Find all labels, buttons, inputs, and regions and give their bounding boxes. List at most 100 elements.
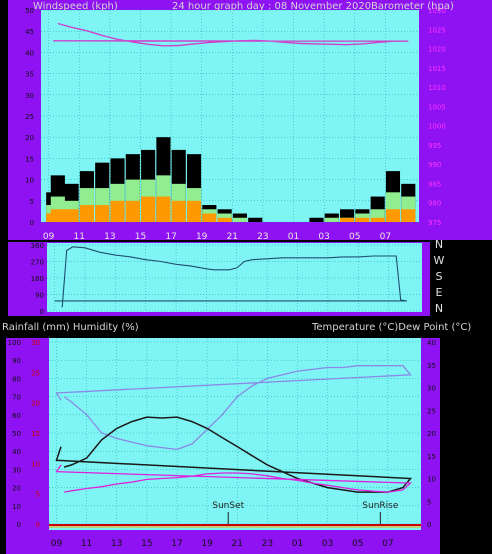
- sun-annotations: SunSet SunRise: [212, 501, 399, 524]
- temp-dewpoint-label: Temperature (°C)Dew Point (°C): [311, 322, 471, 333]
- wind-bars: [46, 137, 416, 222]
- direction-y-tick: 270: [31, 259, 44, 267]
- speed_low-bar: [46, 213, 61, 222]
- temperature-y-tick: 20: [427, 430, 436, 438]
- wind-y-tick: 5: [30, 198, 34, 206]
- barometer-y-tick: 985: [428, 180, 441, 188]
- humidity-y-tick: 0: [17, 521, 21, 529]
- barometer-label: Barometer (hpa): [371, 1, 454, 12]
- temp-lines: [55, 365, 413, 493]
- temp-x-tick: 21: [232, 539, 243, 549]
- barometer-y-tick: 1005: [428, 103, 446, 111]
- temp-x-tick: 19: [201, 539, 213, 549]
- humidity-y-tick: 50: [12, 430, 21, 438]
- temperature-y-tick: 0: [427, 521, 431, 529]
- wind-x-tick: 09: [43, 232, 55, 242]
- compass-letter: N: [435, 238, 443, 251]
- wind-x-tick: 01: [288, 232, 299, 242]
- humidity-line: [55, 365, 412, 451]
- speed_low-bar: [202, 213, 217, 222]
- temperature-y-tick: 40: [427, 339, 436, 347]
- barometer-y-tick: 1030: [428, 7, 446, 15]
- barometer-y-tick: 1020: [428, 46, 446, 54]
- speed_low-bar: [385, 209, 401, 222]
- wind-direction-line: [54, 246, 407, 308]
- gust-bar: [248, 217, 263, 222]
- wind-x-tick: 03: [318, 232, 329, 242]
- rainfall-y-tick: 10: [31, 460, 40, 468]
- humidity-y-tick: 80: [12, 375, 21, 383]
- direction-y-tick: 0: [40, 308, 44, 316]
- barometer-line: [53, 22, 409, 47]
- compass-letter: E: [436, 286, 443, 299]
- humidity-y-tick: 90: [12, 357, 21, 365]
- speed_low-bar: [340, 217, 355, 222]
- compass-letter: S: [436, 270, 443, 283]
- wind-panel-left-edge: [0, 0, 8, 240]
- temperature-y-tick: 5: [427, 498, 431, 506]
- barometer-y-tick: 1010: [428, 84, 446, 92]
- rainfall-y-tick: 25: [31, 369, 40, 377]
- wind-y-tick: 20: [25, 134, 34, 142]
- speed_low-bar: [95, 205, 110, 222]
- humidity-y-tick: 10: [12, 503, 21, 511]
- humidity-y-tick: 60: [12, 412, 21, 420]
- direction-y-tick: 180: [31, 275, 44, 283]
- wind-y-tick: 25: [25, 113, 34, 121]
- gust-bar: [309, 217, 324, 222]
- sun-annotation: SunRise: [362, 501, 399, 511]
- barometer-y-ticks: 975 980 985 990 995 1000 1005 1010 1015 1020 1025 1…: [428, 7, 446, 227]
- barometer-y-tick: 990: [428, 161, 441, 169]
- temp-x-tick: 09: [51, 539, 63, 549]
- wind-x-ticks: 11 13 15 17 19 21 23 01 03 05 07 09: [43, 232, 391, 242]
- wind-y-tick: 30: [25, 92, 34, 100]
- direction-y-tick: 90: [35, 292, 44, 300]
- wind-x-tick: 15: [135, 232, 146, 242]
- direction-grid: [47, 243, 422, 312]
- wind-x-tick: 17: [165, 232, 176, 242]
- speed_low-bar: [370, 217, 385, 222]
- humidity-y-ticks: 0 10 20 30 40 50 60 70 80 90 100: [8, 339, 21, 529]
- rainfall-y-ticks: 0 5 10 15 20 25 30: [31, 339, 40, 529]
- direction-y-ticks: 0 90 180 270 360: [31, 242, 44, 316]
- barometer-y-tick: 1000: [428, 123, 446, 131]
- rainfall-y-tick: 5: [36, 491, 40, 499]
- dew_point-line: [55, 464, 413, 493]
- barometer-y-tick: 980: [428, 200, 441, 208]
- temp-x-tick: 07: [382, 539, 393, 549]
- rainfall-y-tick: 30: [31, 339, 40, 347]
- wind-x-tick: 13: [104, 232, 115, 242]
- wind-x-tick: 05: [349, 232, 360, 242]
- wind-y-tick: 40: [25, 49, 34, 57]
- temp-plot-area: [49, 338, 421, 530]
- compass-letter: W: [434, 254, 445, 267]
- wind-y-tick: 50: [25, 7, 34, 15]
- temp-x-tick: 23: [262, 539, 273, 549]
- wind-x-tick: 07: [380, 232, 391, 242]
- wind-x-tick: 21: [227, 232, 238, 242]
- temp-x-tick: 13: [111, 539, 122, 549]
- wind-x-tick: 19: [196, 232, 208, 242]
- temp-x-tick: 11: [81, 539, 92, 549]
- speed_low-bar: [125, 200, 140, 222]
- temperature-y-tick: 15: [427, 453, 436, 461]
- temp-x-tick: 15: [141, 539, 152, 549]
- humidity-y-tick: 20: [12, 485, 21, 493]
- wind-y-tick: 0: [30, 219, 34, 227]
- rainfall-y-tick: 0: [36, 521, 40, 529]
- humidity-y-tick: 40: [12, 448, 21, 456]
- temperature-y-tick: 35: [427, 362, 436, 370]
- rainfall-y-tick: 20: [31, 400, 40, 408]
- compass-letter: N: [435, 302, 443, 315]
- barometer-y-tick: 995: [428, 142, 441, 150]
- wind-y-ticks: 0 5 10 15 20 25 30 35 40 45 50: [25, 7, 34, 227]
- humidity-y-tick: 70: [12, 394, 21, 402]
- temperature-y-tick: 30: [427, 385, 436, 393]
- wind-x-tick: 11: [74, 232, 85, 242]
- wind-y-tick: 45: [25, 28, 34, 36]
- direction-y-tick: 360: [31, 242, 44, 250]
- speed_low-bar: [401, 209, 416, 222]
- graph-title: 24 hour graph day : 08 November 2020: [172, 1, 371, 12]
- wind-y-tick: 10: [25, 177, 34, 185]
